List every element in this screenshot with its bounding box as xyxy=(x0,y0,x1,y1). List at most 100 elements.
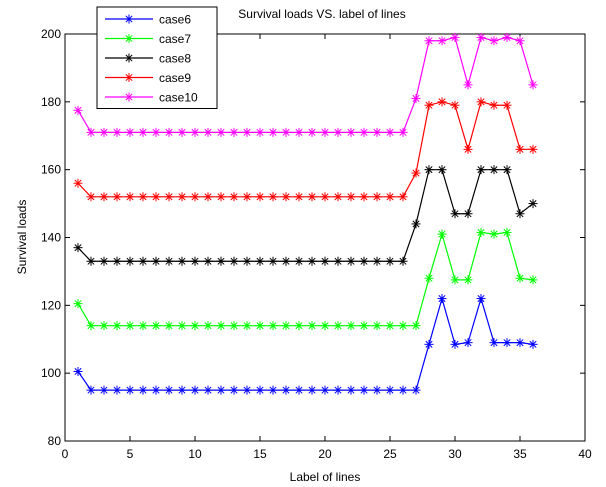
data-point-case6 xyxy=(359,385,369,395)
series-case8 xyxy=(73,165,538,266)
data-point-case9 xyxy=(450,100,460,110)
legend-label: case8 xyxy=(159,52,191,66)
data-point-case10 xyxy=(229,127,239,137)
data-point-case6 xyxy=(489,338,499,348)
series-case10 xyxy=(73,32,538,137)
data-point-case7 xyxy=(333,321,343,331)
data-point-case9 xyxy=(73,178,83,188)
data-point-case6 xyxy=(281,385,291,395)
data-point-case8 xyxy=(333,256,343,266)
data-point-case8 xyxy=(138,256,148,266)
data-point-case10 xyxy=(411,93,421,103)
data-point-case9 xyxy=(463,144,473,154)
data-point-case10 xyxy=(476,32,486,42)
data-point-case8 xyxy=(190,256,200,266)
data-point-case10 xyxy=(333,127,343,137)
data-point-case8 xyxy=(346,256,356,266)
legend-label: case7 xyxy=(159,32,191,46)
data-point-case6 xyxy=(255,385,265,395)
data-point-case6 xyxy=(385,385,395,395)
data-point-case6 xyxy=(372,385,382,395)
data-point-case10 xyxy=(437,36,447,46)
data-point-case8 xyxy=(99,256,109,266)
data-point-case6 xyxy=(437,294,447,304)
data-point-case7 xyxy=(229,321,239,331)
data-point-case7 xyxy=(502,227,512,237)
data-point-case9 xyxy=(372,192,382,202)
legend-label: case10 xyxy=(159,91,198,105)
data-point-case10 xyxy=(320,127,330,137)
data-point-case9 xyxy=(190,192,200,202)
legend-marker xyxy=(124,53,134,63)
data-point-case10 xyxy=(99,127,109,137)
data-point-case10 xyxy=(489,36,499,46)
data-point-case10 xyxy=(86,127,96,137)
data-point-case9 xyxy=(333,192,343,202)
data-point-case6 xyxy=(86,385,96,395)
data-point-case9 xyxy=(112,192,122,202)
data-point-case7 xyxy=(151,321,161,331)
data-point-case9 xyxy=(125,192,135,202)
data-point-case6 xyxy=(502,338,512,348)
legend-marker xyxy=(124,34,134,43)
data-point-case9 xyxy=(151,192,161,202)
data-point-case7 xyxy=(411,321,421,331)
data-point-case9 xyxy=(320,192,330,202)
data-point-case6 xyxy=(164,385,174,395)
data-point-case6 xyxy=(346,385,356,395)
legend: case6 case7 case8 case9 case10 xyxy=(96,6,218,109)
x-tick-label: 20 xyxy=(318,447,332,461)
y-tick-label: 180 xyxy=(41,95,61,109)
data-point-case8 xyxy=(528,199,538,209)
data-point-case10 xyxy=(424,36,434,46)
y-tick-label: 160 xyxy=(41,163,61,177)
data-point-case7 xyxy=(242,321,252,331)
data-point-case6 xyxy=(112,385,122,395)
data-point-case8 xyxy=(255,256,265,266)
data-point-case9 xyxy=(528,144,538,154)
data-point-case7 xyxy=(307,321,317,331)
data-point-case10 xyxy=(281,127,291,137)
data-point-case10 xyxy=(164,127,174,137)
data-point-case10 xyxy=(112,127,122,137)
data-point-case7 xyxy=(73,299,83,309)
data-point-case7 xyxy=(450,275,460,285)
data-point-case8 xyxy=(385,256,395,266)
data-point-case9 xyxy=(216,192,226,202)
data-point-case9 xyxy=(229,192,239,202)
data-point-case10 xyxy=(151,127,161,137)
data-point-case7 xyxy=(476,227,486,237)
data-point-case7 xyxy=(346,321,356,331)
legend-entry-case8: case8 xyxy=(105,52,191,66)
data-point-case9 xyxy=(268,192,278,202)
series-case6 xyxy=(73,294,538,395)
data-point-case8 xyxy=(489,165,499,175)
data-point-case6 xyxy=(450,339,460,349)
legend-marker xyxy=(124,14,134,24)
x-tick-label: 5 xyxy=(127,447,134,461)
data-point-case9 xyxy=(177,192,187,202)
data-point-case7 xyxy=(515,273,525,283)
data-point-case10 xyxy=(294,127,304,137)
data-point-case6 xyxy=(242,385,252,395)
data-point-case6 xyxy=(398,385,408,395)
x-tick-label: 0 xyxy=(62,447,69,461)
data-point-case7 xyxy=(216,321,226,331)
legend-marker xyxy=(124,73,134,82)
data-point-case10 xyxy=(255,127,265,137)
data-point-case7 xyxy=(359,321,369,331)
series-case9 xyxy=(73,97,538,202)
data-point-case7 xyxy=(125,321,135,331)
data-point-case8 xyxy=(86,256,96,266)
data-point-case9 xyxy=(164,192,174,202)
data-point-case9 xyxy=(307,192,317,202)
data-point-case6 xyxy=(424,339,434,349)
data-point-case9 xyxy=(476,97,486,107)
data-point-case6 xyxy=(190,385,200,395)
data-point-case10 xyxy=(138,127,148,137)
data-point-case8 xyxy=(73,243,83,253)
data-point-case8 xyxy=(463,209,473,219)
data-point-case10 xyxy=(463,80,473,90)
data-point-case8 xyxy=(424,165,434,175)
data-point-case8 xyxy=(177,256,187,266)
